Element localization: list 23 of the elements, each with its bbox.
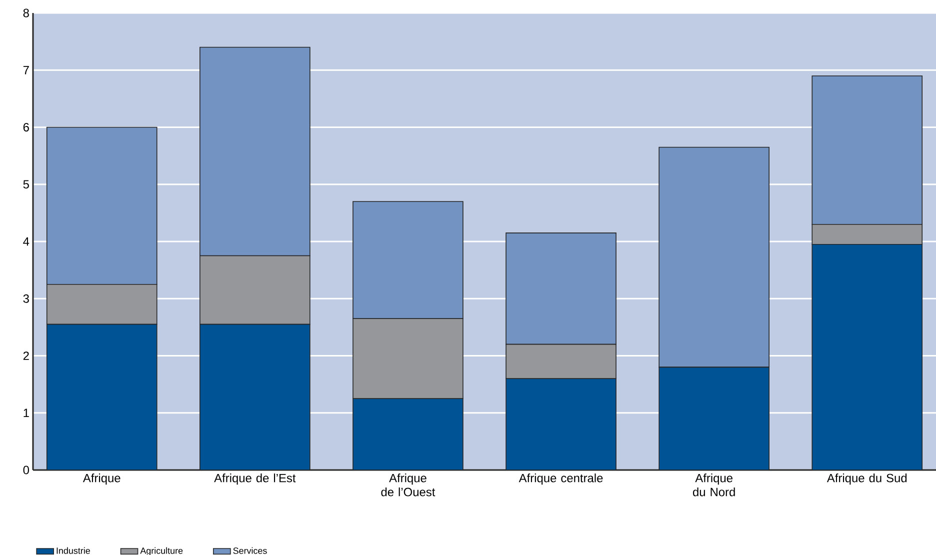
x-tick-label: Afrique du Sud <box>826 474 907 485</box>
bar <box>200 324 310 470</box>
y-tick-label: 7 <box>23 66 29 74</box>
x-tick-label: Afrique de l’Est <box>214 474 296 485</box>
y-tick-label: 3 <box>23 294 29 303</box>
x-tick-label: Afrique du Nord <box>692 474 735 496</box>
bar <box>506 378 616 470</box>
y-tick-label: 0 <box>23 466 30 474</box>
y-tick-label: 4 <box>23 237 30 246</box>
y-tick-label: 2 <box>23 352 29 360</box>
bar <box>46 324 158 470</box>
y-tick-label: 1 <box>24 408 29 417</box>
bar <box>812 244 923 470</box>
legend-label: Industrie <box>56 547 90 554</box>
x-tick-label: Afrique de l’Ouest <box>381 474 436 496</box>
y-tick-label: 8 <box>23 8 29 18</box>
bar <box>658 366 770 470</box>
legend-label: Services <box>233 547 267 554</box>
y-tick-label: 5 <box>23 180 29 189</box>
y-tick-label: 6 <box>23 123 29 132</box>
x-tick-label: Afrique centrale <box>518 474 603 485</box>
bar <box>352 398 464 470</box>
x-tick-label: Afrique <box>82 474 120 485</box>
